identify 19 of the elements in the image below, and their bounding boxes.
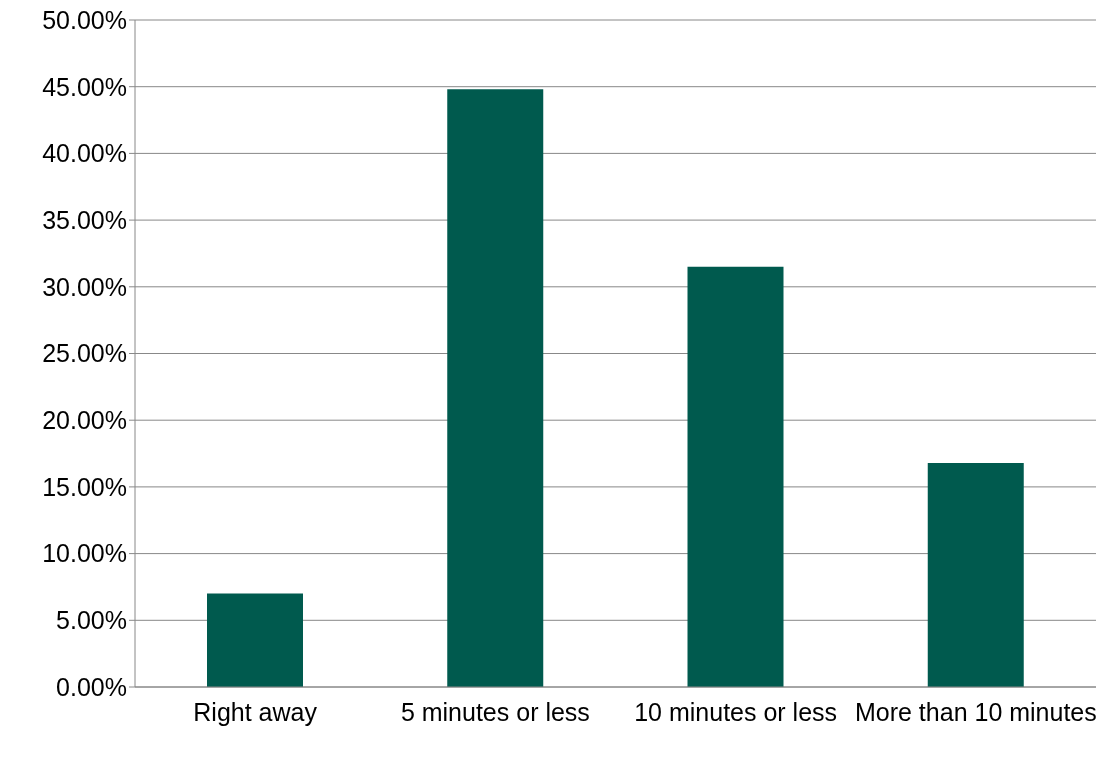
y-tick-label: 50.00% xyxy=(42,5,127,34)
y-tick-label: 20.00% xyxy=(42,406,127,435)
x-tick-label: Right away xyxy=(193,697,318,726)
y-tick-label: 5.00% xyxy=(56,606,127,635)
y-tick-label: 15.00% xyxy=(42,472,127,501)
bar xyxy=(687,266,784,687)
bar xyxy=(207,593,303,687)
y-tick-label: 10.00% xyxy=(42,539,127,568)
x-tick-label: 5 minutes or less xyxy=(400,697,590,726)
x-tick-label: 10 minutes or less xyxy=(634,697,838,726)
bar xyxy=(447,89,544,687)
y-tick-label: 30.00% xyxy=(42,272,127,301)
y-tick-label: 0.00% xyxy=(56,672,127,701)
y-tick-label: 25.00% xyxy=(42,339,127,368)
bar xyxy=(927,462,1024,687)
y-tick-label: 45.00% xyxy=(42,72,127,101)
y-tick-label: 40.00% xyxy=(42,139,127,168)
x-tick-label: More than 10 minutes xyxy=(854,697,1097,726)
y-tick-label: 35.00% xyxy=(42,205,127,234)
